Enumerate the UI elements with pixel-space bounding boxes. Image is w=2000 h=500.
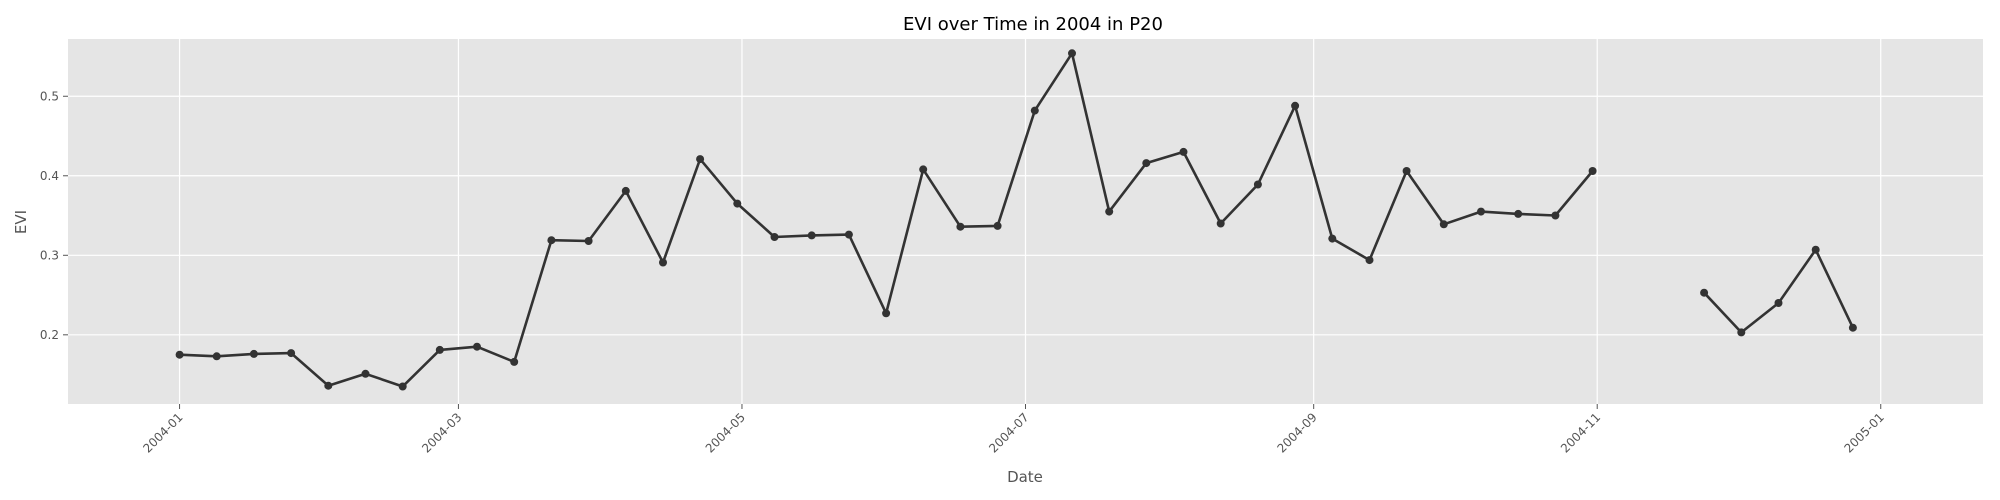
data-point [1291, 101, 1300, 110]
x-tick-label: 2005-01 [1842, 410, 1887, 455]
data-point [324, 381, 333, 390]
data-point [770, 233, 779, 241]
data-point [361, 369, 370, 378]
data-point [1588, 167, 1597, 175]
data-point [1402, 167, 1411, 175]
data-point [1365, 256, 1374, 265]
data-point [659, 258, 667, 267]
data-point [398, 382, 407, 391]
data-point [621, 186, 630, 195]
data-point [1068, 49, 1076, 58]
x-tick-label: 2004-01 [140, 410, 185, 455]
data-point [1328, 234, 1337, 243]
y-axis-label: EVI [12, 210, 30, 234]
x-tick-label: 2004-11 [1558, 410, 1603, 455]
data-point [1439, 220, 1448, 229]
data-point [249, 349, 258, 358]
data-point [1551, 211, 1560, 220]
data-point [1030, 106, 1039, 115]
series-evi [175, 49, 1857, 391]
data-point [1700, 288, 1709, 297]
data-point [175, 350, 184, 359]
data-point [1142, 159, 1151, 168]
data-point [1774, 299, 1783, 307]
data-point [287, 349, 296, 358]
x-axis-label: Date [1007, 468, 1043, 486]
y-tick-label: 0.5 [40, 89, 59, 103]
data-point [1514, 209, 1523, 218]
y-tick-label: 0.3 [40, 248, 59, 262]
data-point [1105, 207, 1114, 216]
data-point [807, 231, 816, 240]
data-point [844, 230, 853, 239]
data-point [1253, 180, 1262, 189]
data-point [1737, 328, 1746, 337]
data-point [1811, 245, 1820, 254]
data-point [1848, 323, 1857, 332]
data-point [993, 221, 1002, 230]
data-point [473, 342, 481, 351]
data-point [510, 357, 519, 366]
data-point [919, 165, 928, 174]
x-tick-label: 2004-03 [419, 410, 464, 455]
data-point [435, 345, 444, 354]
data-point [696, 155, 705, 164]
data-point [1179, 147, 1188, 156]
data-point [1216, 219, 1225, 228]
data-point [584, 237, 593, 245]
x-tick-label: 2004-09 [1274, 410, 1319, 455]
y-tick-label: 0.2 [40, 328, 59, 342]
x-tick-label: 2004-07 [986, 410, 1031, 455]
grid-lines [68, 39, 1983, 404]
data-point [882, 309, 891, 318]
data-point [956, 222, 965, 231]
data-point [733, 199, 742, 208]
data-point [547, 236, 556, 245]
chart-title: EVI over Time in 2004 in P20 [903, 14, 1163, 35]
data-point [1477, 207, 1485, 216]
data-point [212, 352, 221, 361]
y-tick-label: 0.4 [40, 169, 59, 183]
x-tick-label: 2004-05 [703, 410, 748, 455]
